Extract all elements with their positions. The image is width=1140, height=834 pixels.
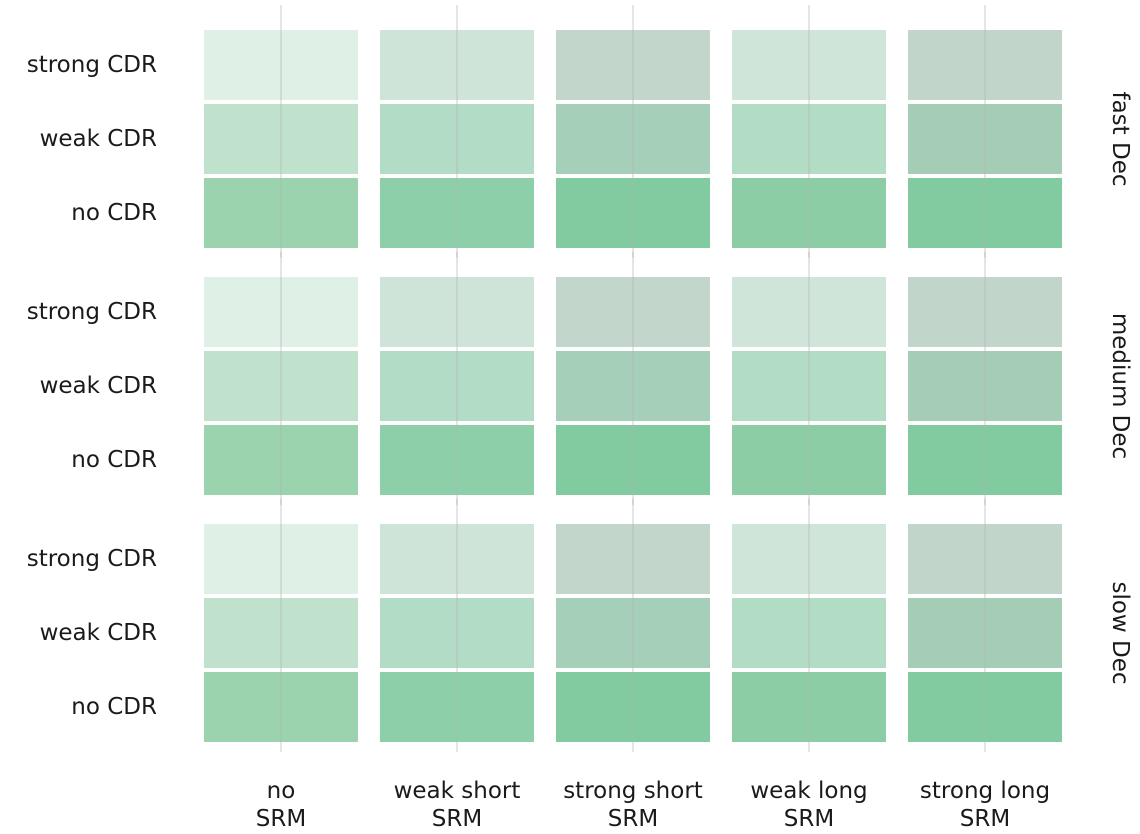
y-tick-label: no CDR bbox=[71, 694, 157, 720]
facet-label: fast Dec bbox=[1107, 91, 1133, 187]
tile bbox=[556, 104, 710, 174]
tile bbox=[732, 524, 886, 594]
tile bbox=[204, 598, 358, 668]
y-tick-label: no CDR bbox=[71, 200, 157, 226]
tile bbox=[380, 104, 534, 174]
tile bbox=[204, 524, 358, 594]
tile bbox=[380, 598, 534, 668]
tile bbox=[908, 524, 1062, 594]
tile bbox=[380, 178, 534, 248]
grid-line bbox=[280, 499, 282, 752]
x-tick-label: no SRM bbox=[255, 778, 307, 832]
tile bbox=[380, 672, 534, 742]
tile bbox=[556, 30, 710, 100]
grid-line bbox=[984, 499, 986, 752]
y-tick-label: weak CDR bbox=[39, 126, 157, 152]
tile bbox=[380, 351, 534, 421]
tile bbox=[556, 277, 710, 347]
tile bbox=[204, 351, 358, 421]
tile bbox=[732, 104, 886, 174]
tile bbox=[204, 277, 358, 347]
grid-line bbox=[808, 252, 810, 505]
grid-line bbox=[984, 5, 986, 258]
tile bbox=[380, 277, 534, 347]
x-tick-label: strong short SRM bbox=[563, 778, 703, 832]
tile bbox=[732, 598, 886, 668]
grid-line bbox=[808, 5, 810, 258]
y-tick-label: no CDR bbox=[71, 447, 157, 473]
tile bbox=[732, 351, 886, 421]
tile bbox=[908, 104, 1062, 174]
tile bbox=[204, 425, 358, 495]
x-tick-label: weak long SRM bbox=[750, 778, 868, 832]
grid-line bbox=[632, 499, 634, 752]
tile bbox=[204, 104, 358, 174]
tile bbox=[732, 178, 886, 248]
tile bbox=[556, 672, 710, 742]
tile bbox=[380, 30, 534, 100]
grid-line bbox=[984, 252, 986, 505]
tile bbox=[732, 277, 886, 347]
tile bbox=[908, 178, 1062, 248]
facet-label: slow Dec bbox=[1107, 581, 1133, 685]
tile bbox=[556, 598, 710, 668]
tile bbox=[204, 178, 358, 248]
tile bbox=[908, 425, 1062, 495]
grid-line bbox=[456, 499, 458, 752]
tile bbox=[556, 425, 710, 495]
y-tick-label: weak CDR bbox=[39, 373, 157, 399]
tile bbox=[908, 277, 1062, 347]
tile bbox=[556, 524, 710, 594]
y-tick-label: strong CDR bbox=[26, 52, 157, 78]
tile bbox=[204, 30, 358, 100]
tile bbox=[908, 30, 1062, 100]
x-tick-label: strong long SRM bbox=[919, 778, 1051, 832]
tile bbox=[556, 178, 710, 248]
tile bbox=[732, 425, 886, 495]
tile bbox=[908, 672, 1062, 742]
grid-line bbox=[808, 499, 810, 752]
x-tick-label: weak short SRM bbox=[393, 778, 521, 832]
tile bbox=[380, 425, 534, 495]
y-tick-label: weak CDR bbox=[39, 620, 157, 646]
tile bbox=[732, 30, 886, 100]
tile bbox=[380, 524, 534, 594]
grid-line bbox=[632, 5, 634, 258]
tile bbox=[556, 351, 710, 421]
tile bbox=[908, 598, 1062, 668]
tile bbox=[908, 351, 1062, 421]
y-tick-label: strong CDR bbox=[26, 546, 157, 572]
facet-label: medium Dec bbox=[1107, 312, 1133, 460]
grid-line bbox=[632, 252, 634, 505]
grid-line bbox=[456, 5, 458, 258]
grid-line bbox=[280, 252, 282, 505]
tile bbox=[732, 672, 886, 742]
grid-line bbox=[456, 252, 458, 505]
grid-line bbox=[280, 5, 282, 258]
y-tick-label: strong CDR bbox=[26, 299, 157, 325]
tile bbox=[204, 672, 358, 742]
